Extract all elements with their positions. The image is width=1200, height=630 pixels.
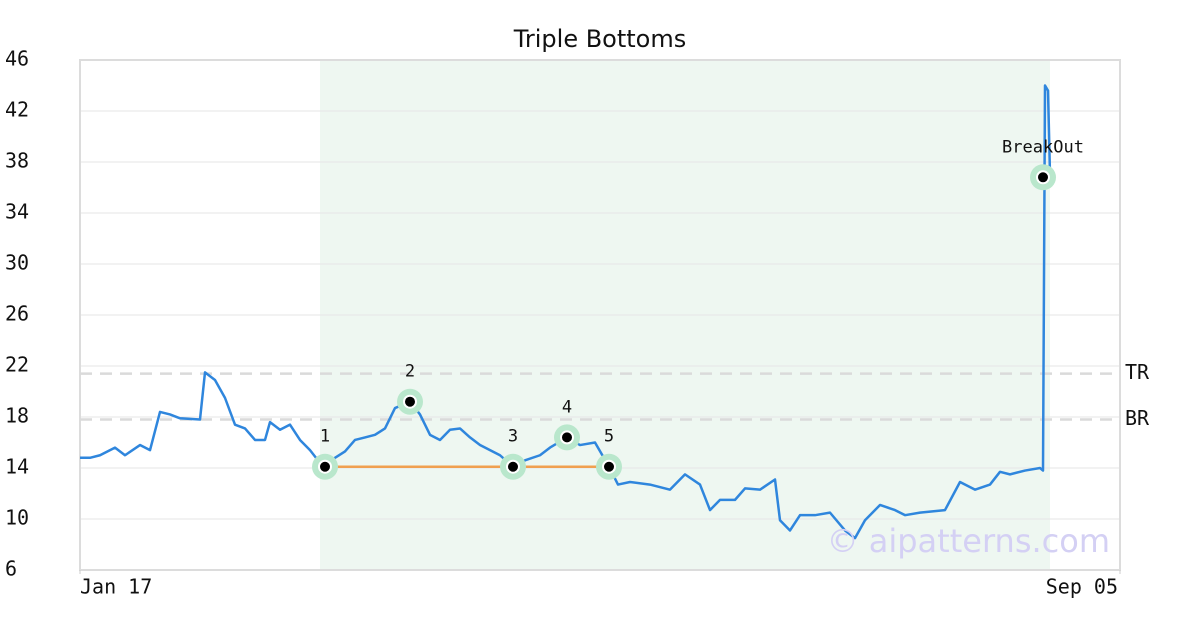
y-tick-label: 30 (5, 251, 29, 275)
point-label: 2 (405, 362, 415, 382)
chart-title: Triple Bottoms (513, 25, 687, 53)
point-label: 4 (562, 397, 572, 417)
y-tick-label: 34 (5, 200, 29, 224)
point-ring (318, 459, 332, 474)
y-tick-label: 38 (5, 149, 29, 173)
point-ring (1036, 170, 1050, 185)
point-label: 5 (604, 427, 614, 447)
point-label: BreakOut (1002, 137, 1084, 157)
point-label: 3 (508, 427, 518, 447)
point-ring (602, 459, 616, 474)
plot-border (79, 59, 1121, 571)
point-ring (560, 430, 574, 445)
point-ring (506, 459, 520, 474)
y-tick-label: 26 (5, 302, 29, 326)
y-tick-label: 46 (5, 47, 29, 71)
y-tick-label: 10 (5, 506, 29, 530)
y-tick-label: 6 (5, 557, 17, 581)
x-tick-label: Sep 05 (1046, 575, 1118, 599)
level-label: TR (1125, 360, 1150, 384)
y-tick-label: 14 (5, 455, 29, 479)
y-tick-label: 42 (5, 98, 29, 122)
y-tick-label: 18 (5, 404, 29, 428)
level-label: BR (1125, 406, 1150, 430)
x-tick-label: Jan 17 (80, 575, 152, 599)
watermark: © aipatterns.com (827, 522, 1110, 560)
y-tick-label: 22 (5, 353, 29, 377)
point-ring (403, 394, 417, 409)
point-label: 1 (320, 427, 330, 447)
